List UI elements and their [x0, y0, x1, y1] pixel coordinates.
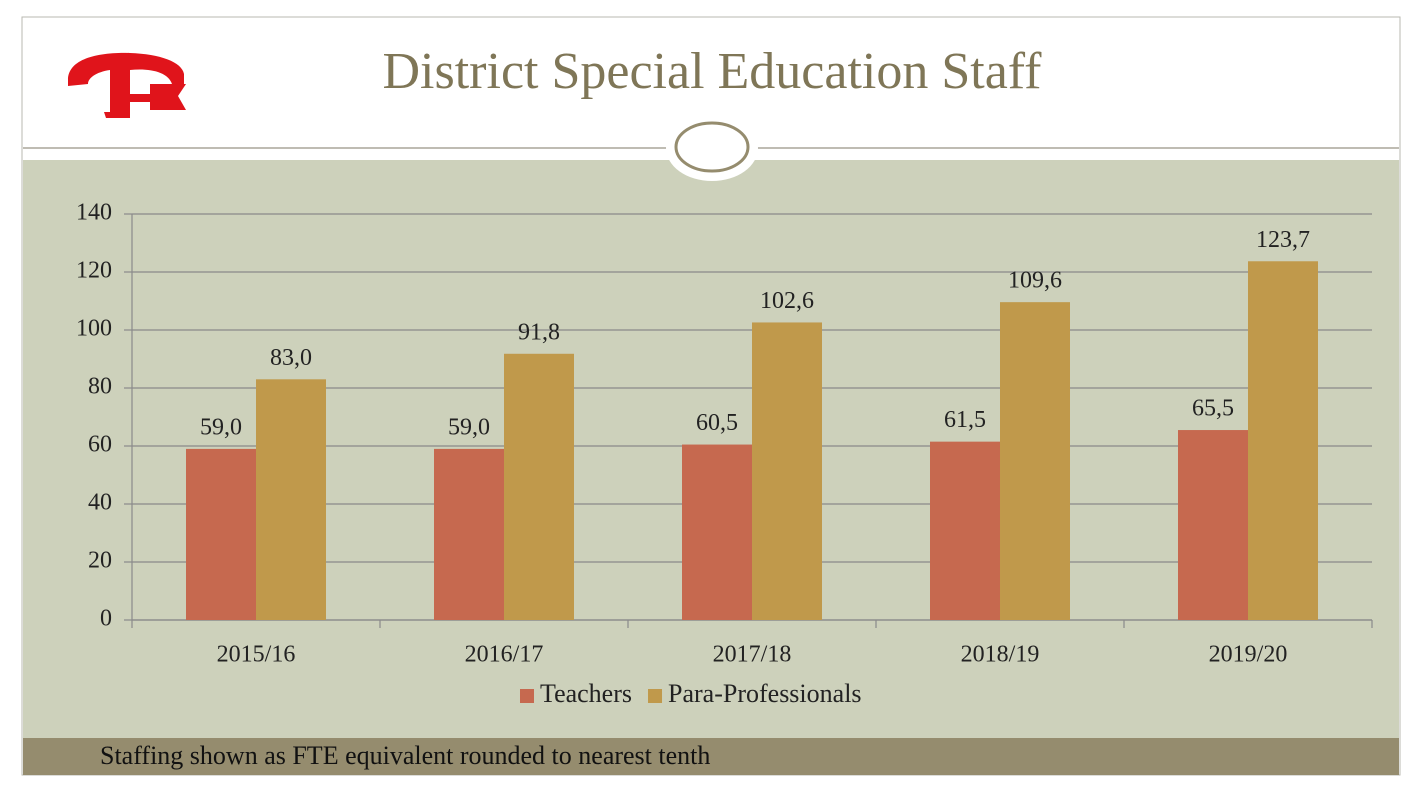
legend-swatch: [520, 689, 534, 703]
bar: [434, 448, 504, 620]
y-tick-label: 40: [88, 490, 112, 516]
y-tick-label: 120: [76, 258, 112, 284]
y-tick-label: 20: [88, 548, 112, 574]
value-label: 123,7: [1256, 227, 1310, 253]
bar: [1248, 261, 1318, 620]
value-label: 61,5: [944, 407, 986, 433]
ornament-ring: [674, 121, 750, 173]
x-tick-label: 2018/19: [961, 642, 1040, 668]
plot: 0 20 40 60 80 100 120 140 2015/16 59,0 83,0 2016/17…: [76, 200, 1373, 708]
bar: [256, 379, 326, 620]
value-label: 65,5: [1192, 396, 1234, 422]
bar: [682, 444, 752, 620]
y-tick-label: 140: [76, 200, 112, 226]
footer-band: [23, 738, 1399, 775]
bar: [1000, 302, 1070, 620]
x-tick-label: 2015/16: [217, 642, 296, 668]
y-tick-label: 100: [76, 316, 112, 342]
bar: [930, 441, 1000, 620]
title: District Special Education Staff: [383, 43, 1043, 100]
x-tick-label: 2016/17: [465, 642, 544, 668]
y-tick-label: 80: [88, 374, 112, 400]
value-label: 59,0: [448, 414, 490, 440]
logo-top: [68, 52, 184, 88]
footnote: Staffing shown as FTE equivalent rounded…: [100, 741, 710, 770]
x-tick-label: 2017/18: [713, 642, 792, 668]
y-tick-label: 60: [88, 432, 112, 458]
logo: [68, 52, 186, 118]
value-label: 59,0: [200, 414, 242, 440]
logo-f: [150, 84, 186, 110]
legend-swatch: [648, 689, 663, 703]
x-tick-label: 2019/20: [1209, 642, 1288, 668]
value-label: 83,0: [270, 345, 312, 371]
legend-label: Teachers: [540, 679, 632, 708]
value-label: 91,8: [518, 319, 560, 345]
value-label: 109,6: [1008, 268, 1062, 294]
bar: [186, 448, 256, 620]
value-label: 102,6: [760, 288, 814, 314]
value-label: 60,5: [696, 410, 738, 436]
bar: [504, 353, 574, 620]
legend-label: Para-Professionals: [668, 679, 862, 708]
bar: [752, 322, 822, 620]
bar: [1178, 430, 1248, 620]
y-tick-label: 0: [100, 606, 112, 632]
logo-stem: [104, 88, 164, 118]
